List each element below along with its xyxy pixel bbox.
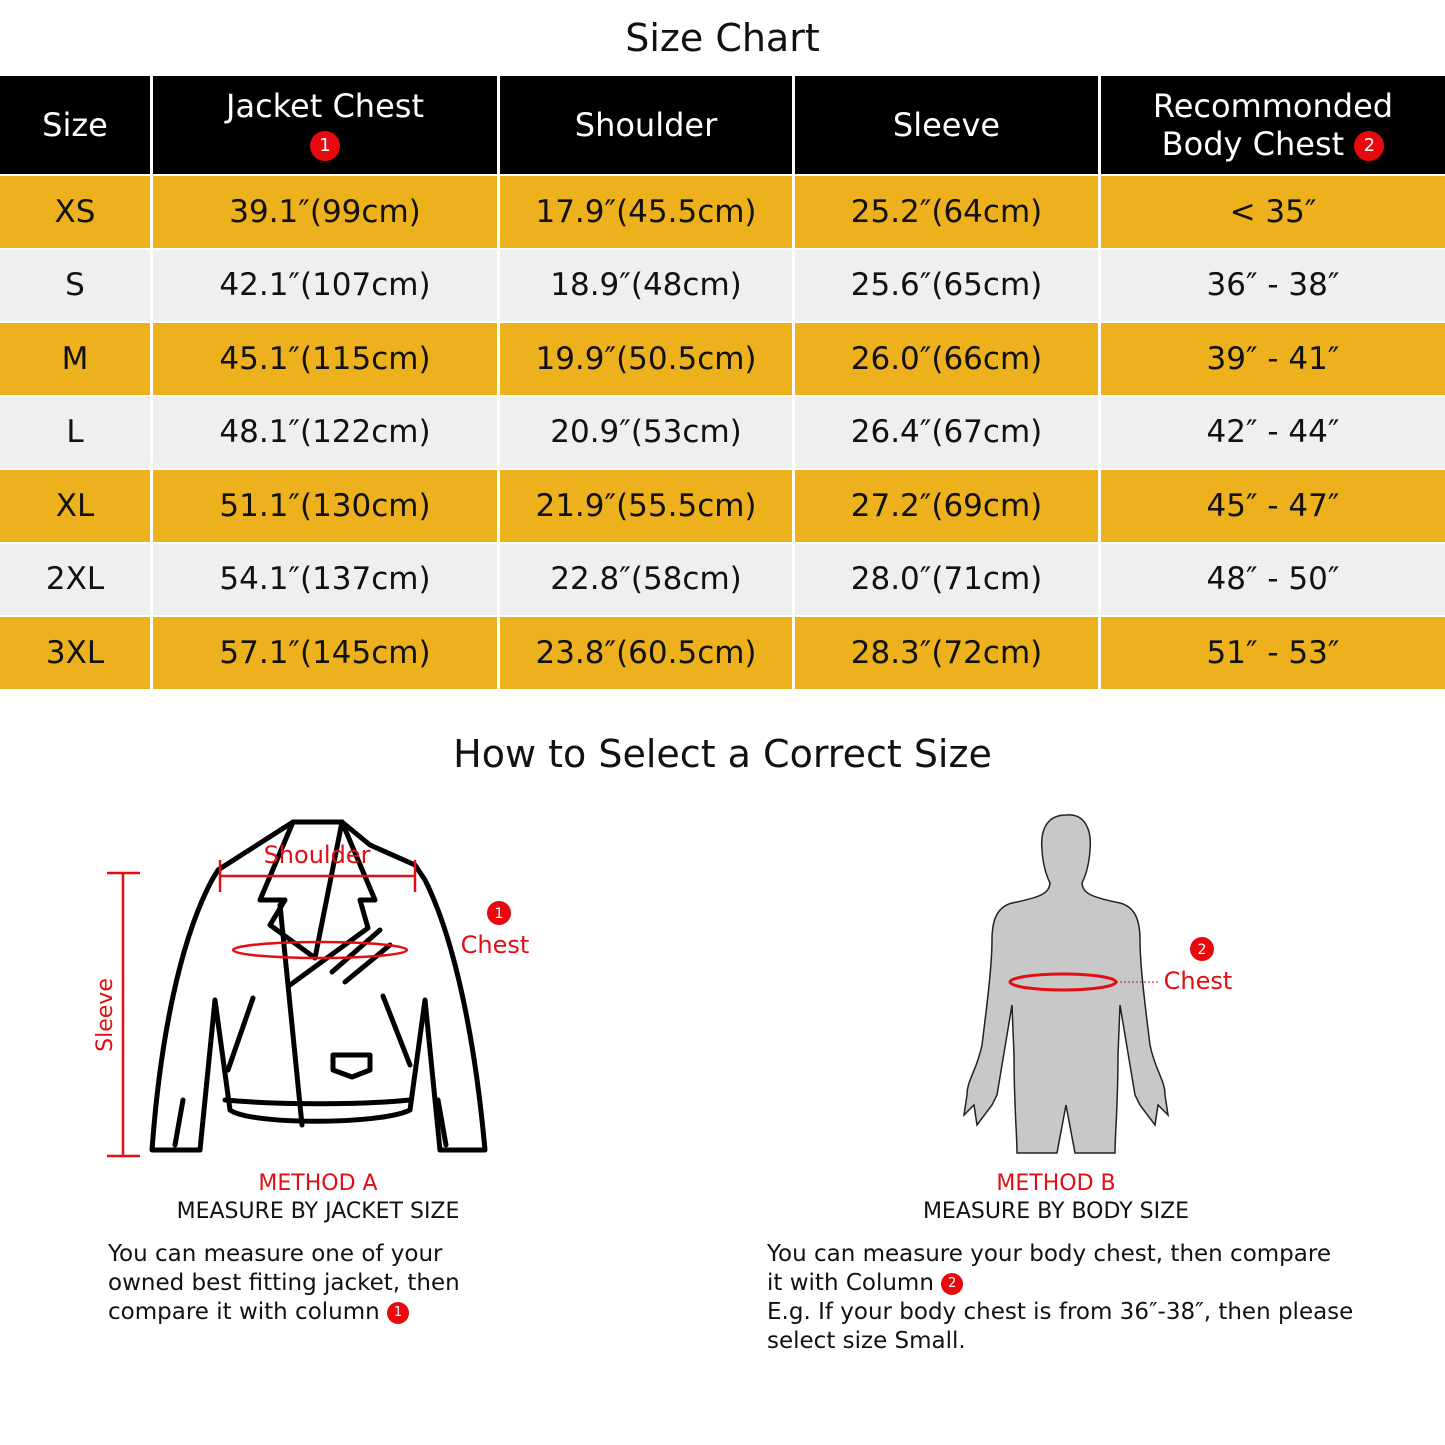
text-line: You can measure your body chest, then co… [767,1241,1331,1267]
cell-shoulder: 21.9″(55.5cm) [500,470,795,544]
table-row: L 48.1″(122cm) 20.9″(53cm) 26.4″(67cm) 42″ -… [0,396,1445,470]
header-shoulder: Shoulder [500,76,795,176]
cell-body-chest: 45″ - 47″ [1101,470,1445,544]
header-label: Body Chest [1161,125,1345,163]
method-b-heading: METHOD B MEASURE BY BODY SIZE [856,1170,1256,1226]
header-size: Size [0,76,153,176]
cell-size: S [0,249,153,323]
chest-label: Chest [1164,967,1233,995]
cell-sleeve: 27.2″(69cm) [795,470,1101,544]
badge-2: 2 [1354,131,1385,161]
guide-title: How to Select a Correct Size [453,732,992,776]
sleeve-label: Sleeve [93,978,118,1052]
cell-body-chest: 51″ - 53″ [1101,617,1445,691]
text-line: You can measure one of your [108,1241,443,1267]
method-a-subtitle: MEASURE BY JACKET SIZE [176,1199,460,1224]
text-line: compare it with column [108,1299,380,1325]
cell-sleeve: 26.4″(67cm) [795,396,1101,470]
cell-size: XL [0,470,153,544]
text-line: it with Column [767,1270,934,1296]
badge-number: 1 [495,906,504,922]
cell-shoulder: 20.9″(53cm) [500,396,795,470]
method-b-subtitle: MEASURE BY BODY SIZE [922,1199,1190,1224]
cell-shoulder: 23.8″(60.5cm) [500,617,795,691]
size-chart-table: Size Jacket Chest 1 Shoulder Sleeve Recom… [0,76,1445,691]
jacket-illustration: Shoulder Sleeve 1 Chest [93,819,530,1158]
cell-sleeve: 26.0″(66cm) [795,323,1101,397]
badge-1-icon [487,901,511,925]
cell-shoulder: 17.9″(45.5cm) [500,176,795,250]
cell-sleeve: 25.2″(64cm) [795,176,1101,250]
cell-sleeve: 25.6″(65cm) [795,249,1101,323]
text-line: select size Small. [767,1328,966,1354]
cell-size: 3XL [0,617,153,691]
method-a-title: METHOD A [258,1171,378,1196]
cell-jacket-chest: 48.1″(122cm) [153,396,500,470]
cell-body-chest: < 35″ [1101,176,1445,250]
method-b-title: METHOD B [996,1171,1116,1196]
table-row: 3XL 57.1″(145cm) 23.8″(60.5cm) 28.3″(72cm) 5… [0,617,1445,691]
header-row: Size Jacket Chest 1 Shoulder Sleeve Recom… [0,76,1445,176]
header-body-chest: Recommonded Body Chest 2 [1101,76,1445,176]
header-sleeve: Sleeve [795,76,1101,176]
cell-jacket-chest: 54.1″(137cm) [153,543,500,617]
cell-shoulder: 19.9″(50.5cm) [500,323,795,397]
cell-body-chest: 42″ - 44″ [1101,396,1445,470]
cell-jacket-chest: 57.1″(145cm) [153,617,500,691]
header-jacket-chest: Jacket Chest 1 [153,76,500,176]
table-row: XS 39.1″(99cm) 17.9″(45.5cm) 25.2″(64cm) < 3… [0,176,1445,250]
cell-body-chest: 39″ - 41″ [1101,323,1445,397]
header-label: Recommonded [1152,87,1394,125]
table-row: M 45.1″(115cm) 19.9″(50.5cm) 26.0″(66cm) 39″… [0,323,1445,397]
method-b-description: You can measure your body chest, then co… [767,1240,1353,1356]
shoulder-label: Shoulder [264,841,371,869]
cell-jacket-chest: 39.1″(99cm) [153,176,500,250]
chest-label: Chest [461,931,530,959]
cell-size: 2XL [0,543,153,617]
badge-1: 1 [387,1301,410,1324]
badge-number: 2 [1198,942,1207,958]
method-a-heading: METHOD A MEASURE BY JACKET SIZE [118,1170,518,1226]
cell-shoulder: 22.8″(58cm) [500,543,795,617]
table-row: XL 51.1″(130cm) 21.9″(55.5cm) 27.2″(69cm) 45… [0,470,1445,544]
cell-shoulder: 18.9″(48cm) [500,249,795,323]
cell-size: M [0,323,153,397]
cell-sleeve: 28.3″(72cm) [795,617,1101,691]
table-row: S 42.1″(107cm) 18.9″(48cm) 25.6″(65cm) 36″ -… [0,249,1445,323]
text-line: E.g. If your body chest is from 36″-38″,… [767,1299,1354,1325]
cell-jacket-chest: 45.1″(115cm) [153,323,500,397]
cell-body-chest: 48″ - 50″ [1101,543,1445,617]
badge-1: 1 [310,131,340,161]
header-label: Jacket Chest [226,87,424,125]
body-illustration: 2 Chest [962,814,1233,1154]
cell-body-chest: 36″ - 38″ [1101,249,1445,323]
cell-jacket-chest: 42.1″(107cm) [153,249,500,323]
cell-size: L [0,396,153,470]
page-title: Size Chart [625,16,820,60]
badge-2-icon [1190,937,1214,961]
method-a-description: You can measure one of your owned best f… [108,1240,460,1327]
cell-sleeve: 28.0″(71cm) [795,543,1101,617]
table-row: 2XL 54.1″(137cm) 22.8″(58cm) 28.0″(71cm) 48″… [0,543,1445,617]
cell-size: XS [0,176,153,250]
cell-jacket-chest: 51.1″(130cm) [153,470,500,544]
badge-2: 2 [941,1272,964,1295]
text-line: owned best fitting jacket, then [108,1270,460,1296]
